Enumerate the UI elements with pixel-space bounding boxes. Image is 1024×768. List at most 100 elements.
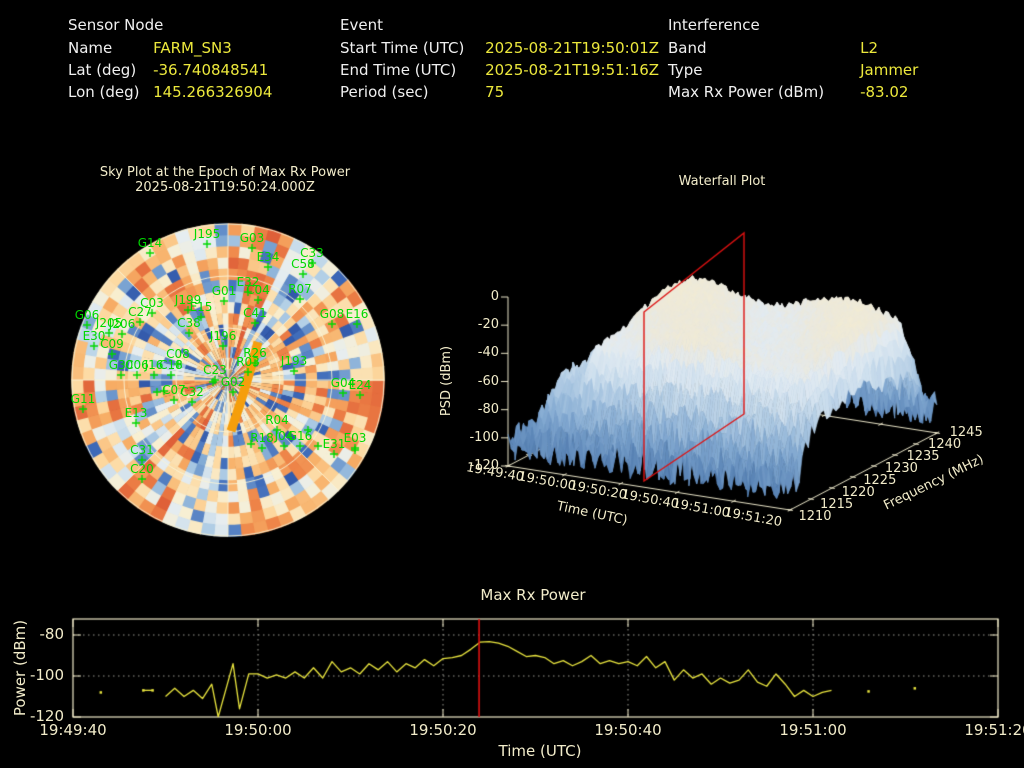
waterfall-ztick--80: -80 bbox=[477, 401, 499, 417]
event-start-label: Start Time (UTC) bbox=[340, 39, 465, 57]
satellite-label-G03: G03 bbox=[239, 231, 265, 245]
satellite-label-G14: G14 bbox=[137, 236, 163, 250]
satellite-label-J04: J04 bbox=[274, 429, 294, 443]
sensor-lat-label: Lat (deg) bbox=[68, 61, 137, 79]
waterfall-ztick-0: 0 bbox=[490, 289, 499, 305]
event-panel: Event Start Time (UTC) 2025-08-21T19:50:… bbox=[340, 16, 659, 104]
satellite-label-C06: C06 bbox=[125, 358, 149, 372]
satellite-label-E16: E16 bbox=[345, 307, 369, 321]
satellite-label-R03: R03 bbox=[236, 355, 260, 369]
waterfall-ztick--40: -40 bbox=[477, 345, 499, 361]
satellite-label-J16: J16 bbox=[144, 358, 164, 372]
interference-band-label: Band bbox=[668, 39, 707, 57]
satellite-label-C09: C09 bbox=[100, 337, 124, 351]
maxrx-ytick--120: -120 bbox=[29, 707, 64, 726]
satellite-label-E15: E15 bbox=[189, 300, 213, 314]
maxrx-ytick--100: -100 bbox=[29, 666, 64, 685]
satellite-label-C18: C18 bbox=[159, 358, 183, 372]
event-title: Event bbox=[340, 16, 383, 34]
satellite-label-C03: C03 bbox=[140, 296, 164, 310]
sensor-lon-label: Lon (deg) bbox=[68, 83, 140, 101]
satellite-label-E34: E34 bbox=[256, 250, 280, 264]
maxrx-ytick--80: -80 bbox=[39, 625, 65, 644]
satellite-label-C27: C27 bbox=[128, 305, 152, 319]
maxrx-xtick-1: 19:50:00 bbox=[224, 721, 292, 740]
event-end-label: End Time (UTC) bbox=[340, 61, 457, 79]
interference-band-row: Band L2 bbox=[668, 38, 918, 60]
satellite-label-R04: R04 bbox=[265, 413, 289, 427]
interference-type-label: Type bbox=[668, 61, 703, 79]
satellite-label-E31: E31 bbox=[322, 437, 346, 451]
satellite-label-C58: C58 bbox=[291, 257, 315, 271]
waterfall-freq-tick-1215: 1215 bbox=[820, 497, 854, 513]
event-period-value: 75 bbox=[485, 83, 505, 101]
satellite-label-C31: C31 bbox=[130, 443, 154, 457]
interference-panel: Interference Band L2 Type Jammer Max Rx … bbox=[668, 16, 918, 104]
satellite-label-R26: R26 bbox=[243, 346, 267, 360]
satellite-label-E30: E30 bbox=[82, 329, 106, 343]
event-period-label: Period (sec) bbox=[340, 83, 429, 101]
waterfall-z-axis-label: PSD (dBm) bbox=[439, 345, 455, 417]
satellite-label-J193: J193 bbox=[280, 354, 308, 368]
satellite-label-J205: J205 bbox=[95, 316, 123, 330]
maxrx-y-axis-label: Power (dBm) bbox=[11, 619, 30, 717]
interference-type-value: Jammer bbox=[860, 61, 919, 79]
satellite-label-E13: E13 bbox=[124, 406, 148, 420]
maxrx-xtick-5: 19:51:20 bbox=[964, 721, 1024, 740]
maxrx-x-axis-label: Time (UTC) bbox=[498, 742, 582, 761]
waterfall-freq-tick-1210: 1210 bbox=[798, 509, 832, 525]
interference-title: Interference bbox=[668, 16, 760, 34]
waterfall-freq-tick-1225: 1225 bbox=[863, 473, 897, 489]
waterfall-freq-tick-1240: 1240 bbox=[928, 437, 962, 453]
sensor-lat-row: Lat (deg) -36.740848541 bbox=[68, 60, 272, 82]
satellite-label-E32: E32 bbox=[236, 275, 260, 289]
satellite-label-C41: C41 bbox=[243, 306, 267, 320]
satellite-label-R18: R18 bbox=[250, 431, 274, 445]
maxrx-xtick-0: 19:49:40 bbox=[39, 721, 107, 740]
interference-maxrx-row: Max Rx Power (dBm) -83.02 bbox=[668, 82, 918, 104]
event-end-value: 2025-08-21T19:51:16Z bbox=[485, 61, 660, 79]
satellite-label-G16: G16 bbox=[287, 429, 313, 443]
event-end-row: End Time (UTC) 2025-08-21T19:51:16Z bbox=[340, 60, 659, 82]
waterfall-freq-tick-1235: 1235 bbox=[906, 449, 940, 465]
satellite-label-C07: C07 bbox=[162, 383, 186, 397]
sensor-lat-value: -36.740848541 bbox=[153, 61, 269, 79]
sky-plot-title: Sky Plot at the Epoch of Max Rx Power bbox=[99, 165, 351, 181]
satellite-label-J199: J199 bbox=[174, 293, 202, 307]
satellite-label-C38: C38 bbox=[177, 316, 201, 330]
satellite-label-G08: G08 bbox=[319, 307, 345, 321]
event-period-row: Period (sec) 75 bbox=[340, 82, 659, 104]
satellite-label-J195: J195 bbox=[193, 227, 221, 241]
maxrx-xtick-4: 19:51:00 bbox=[779, 721, 847, 740]
satellite-label-C32: C32 bbox=[180, 385, 204, 399]
event-start-value: 2025-08-21T19:50:01Z bbox=[485, 39, 660, 57]
waterfall-freq-tick-1230: 1230 bbox=[884, 461, 918, 477]
sensor-lon-value: 145.266326904 bbox=[153, 83, 273, 101]
satellite-label-G02: G02 bbox=[220, 375, 246, 389]
sensor-name-label: Name bbox=[68, 39, 113, 57]
waterfall-title: Waterfall Plot bbox=[678, 174, 766, 190]
waterfall-ztick--60: -60 bbox=[477, 373, 499, 389]
interference-type-row: Type Jammer bbox=[668, 60, 918, 82]
maxrx-title: Max Rx Power bbox=[480, 586, 586, 605]
sensor-node-title: Sensor Node bbox=[68, 16, 164, 34]
waterfall-freq-tick-1220: 1220 bbox=[841, 485, 875, 501]
satellite-label-C20: C20 bbox=[130, 462, 154, 476]
satellite-label-E03: E03 bbox=[343, 431, 367, 445]
sky-plot-subtitle: 2025-08-21T19:50:24.000Z bbox=[135, 180, 315, 196]
satellite-label-G11: G11 bbox=[70, 392, 96, 406]
sensor-name-value: FARM_SN3 bbox=[153, 39, 232, 57]
satellite-label-C33: C33 bbox=[300, 246, 324, 260]
satellite-label-G01: G01 bbox=[211, 284, 237, 298]
waterfall-ztick--20: -20 bbox=[477, 317, 499, 333]
satellite-label-G06: G06 bbox=[74, 308, 100, 322]
maxrx-xtick-3: 19:50:40 bbox=[594, 721, 662, 740]
satellite-label-G30: G30 bbox=[108, 358, 134, 372]
satellite-label-R07: R07 bbox=[288, 282, 312, 296]
waterfall-ztick--120: -120 bbox=[469, 458, 499, 474]
satellite-label-E24: E24 bbox=[348, 378, 372, 392]
satellite-label-J196: J196 bbox=[209, 329, 237, 343]
sensor-node-panel: Sensor Node Name FARM_SN3 Lat (deg) -36.… bbox=[68, 16, 272, 104]
